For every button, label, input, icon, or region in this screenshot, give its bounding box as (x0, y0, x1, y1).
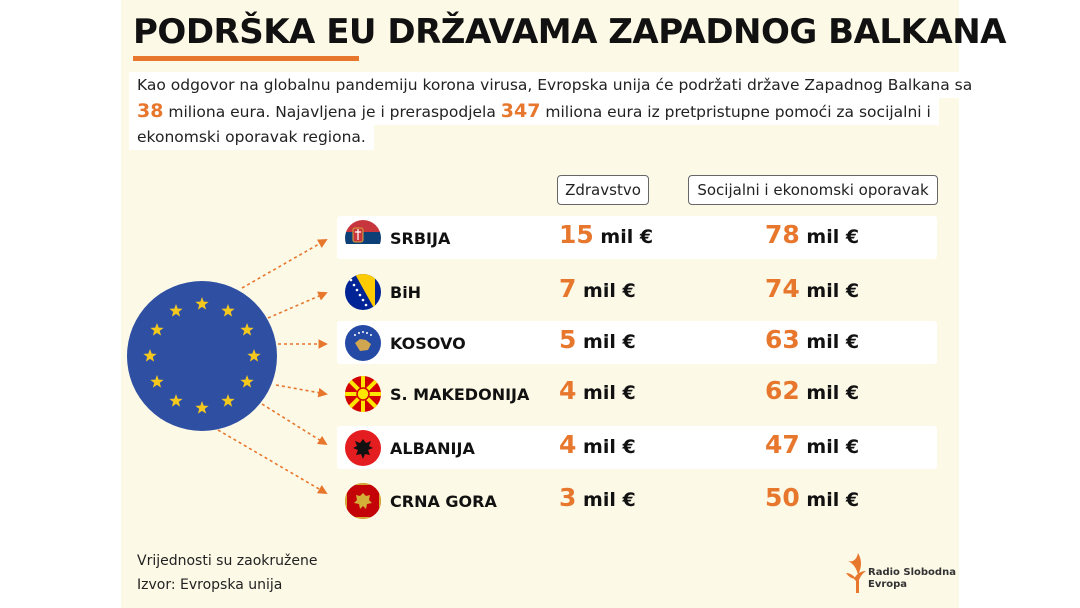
eu-star-icon (169, 303, 183, 317)
health-value: 4 mil € (559, 376, 636, 405)
logo-text: Radio Slobodna Evropa (868, 567, 956, 591)
north-macedonia-flag-icon (345, 376, 381, 412)
page-title: PODRŠKA EU DRŽAVAMA ZAPADNOG BALKANA (133, 12, 1006, 52)
eu-star-icon (195, 297, 209, 310)
table-row: BiH 7 mil € 74 mil € (337, 270, 937, 313)
logo-line-1: Radio Slobodna (868, 567, 956, 578)
country-name: KOSOVO (390, 334, 466, 353)
intro-line-2-b: miliona eura iz pretpristupne pomoći za … (540, 103, 931, 121)
intro-number-347: 347 (500, 100, 541, 122)
table-row: SRBIJA 15 mil € 78 mil € (337, 216, 937, 259)
intro-text: Kao odgovor na globalnu pandemiju korona… (129, 72, 981, 150)
column-header-social: Socijalni i ekonomski oporavak (688, 175, 938, 205)
eu-flag-icon (127, 281, 277, 431)
health-value: 7 mil € (559, 274, 636, 303)
rse-logo-icon (846, 553, 866, 593)
eu-star-icon (150, 375, 164, 388)
health-value: 3 mil € (559, 483, 636, 512)
table-row: ALBANIJA 4 mil € 47 mil € (337, 426, 937, 469)
country-name: S. MAKEDONIJA (390, 385, 530, 404)
intro-line-2-a: miliona eura. Najavljena je i preraspodj… (163, 103, 501, 121)
country-name: BiH (390, 283, 422, 302)
serbia-flag-icon (345, 220, 381, 256)
table-row: S. MAKEDONIJA 4 mil € 62 mil € (337, 372, 937, 415)
eu-star-icon (143, 349, 157, 362)
eu-star-icon (169, 394, 183, 407)
country-name: CRNA GORA (390, 492, 497, 511)
health-value: 15 mil € (559, 220, 654, 249)
health-value: 5 mil € (559, 325, 636, 354)
eu-star-icon (247, 349, 261, 362)
country-name: ALBANIJA (390, 439, 475, 458)
intro-number-38: 38 (137, 100, 164, 122)
eu-star-icon (195, 401, 209, 414)
social-value: 50 mil € (765, 483, 860, 512)
social-value: 78 mil € (765, 220, 860, 249)
eu-star-icon (240, 323, 254, 336)
rounding-note: Vrijednosti su zaokružene (137, 553, 318, 569)
montenegro-flag-icon (345, 483, 381, 519)
intro-line-2: 38 miliona eura. Najavljena je i prerasp… (129, 98, 939, 125)
eu-star-icon (150, 323, 164, 336)
bih-flag-icon (345, 274, 381, 310)
social-value: 63 mil € (765, 325, 860, 354)
social-value: 47 mil € (765, 430, 860, 459)
health-value: 4 mil € (559, 430, 636, 459)
title-underline (133, 56, 359, 61)
kosovo-flag-icon (345, 325, 381, 361)
column-header-health: Zdravstvo (557, 175, 649, 205)
eu-star-icon (221, 394, 235, 407)
eu-star-icon (221, 303, 235, 317)
table-row: CRNA GORA 3 mil € 50 mil € (337, 479, 937, 522)
logo-line-2: Evropa (868, 579, 908, 590)
country-name: SRBIJA (390, 229, 451, 248)
social-value: 62 mil € (765, 376, 860, 405)
source-note: Izvor: Evropska unija (137, 577, 283, 593)
intro-line-1: Kao odgovor na globalnu pandemiju korona… (129, 72, 981, 98)
albania-flag-icon (345, 430, 381, 466)
eu-star-icon (240, 375, 254, 388)
intro-line-3: ekonomski oporavak regiona. (129, 124, 374, 150)
social-value: 74 mil € (765, 274, 860, 303)
table-row: KOSOVO 5 mil € 63 mil € (337, 321, 937, 364)
